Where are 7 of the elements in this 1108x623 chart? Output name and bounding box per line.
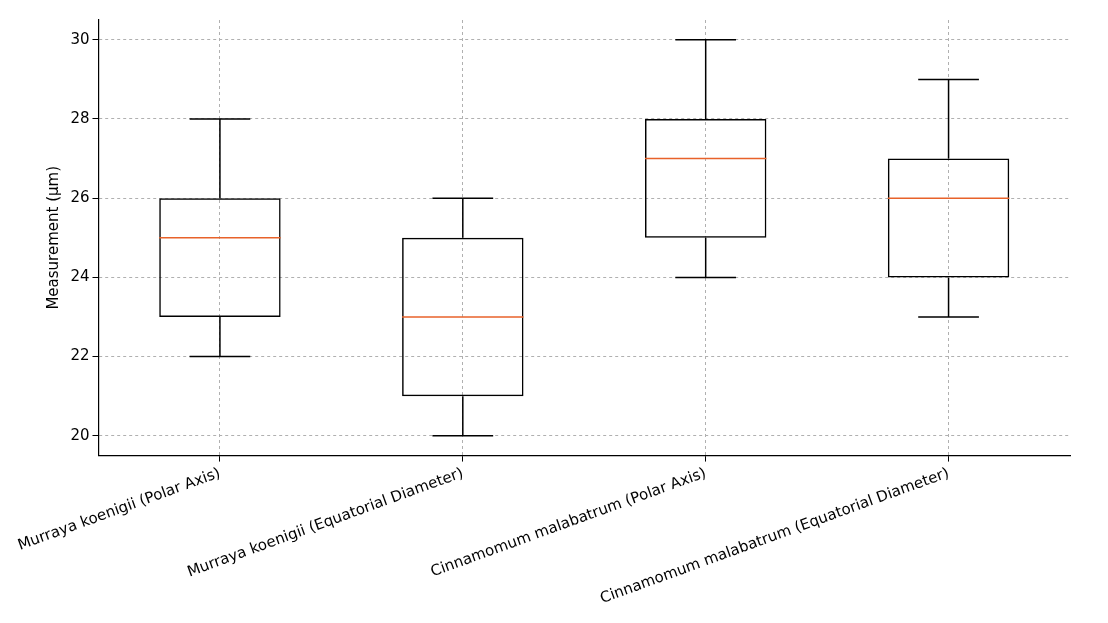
y-tick-label: 20: [70, 425, 90, 444]
y-axis-title: Measurement (µm): [44, 165, 63, 310]
y-tick-label: 30: [70, 29, 90, 48]
y-tick-label: 24: [70, 267, 90, 286]
y-tick-label: 22: [70, 346, 90, 365]
y-tick-label: 28: [70, 108, 90, 127]
y-tick-label: 26: [70, 188, 90, 207]
